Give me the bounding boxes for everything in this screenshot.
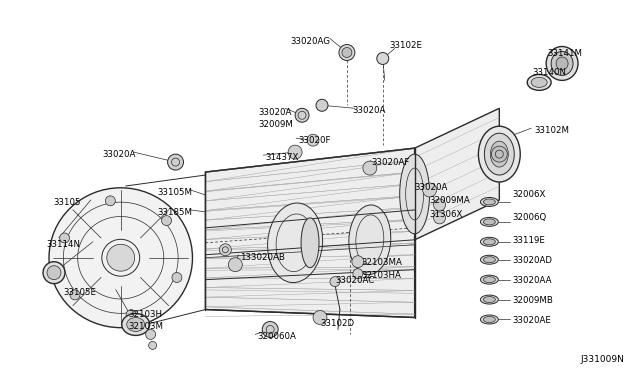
Text: 33140N: 33140N: [532, 68, 566, 77]
Circle shape: [262, 321, 278, 337]
Text: 33105M: 33105M: [157, 188, 193, 197]
Text: 33020AD: 33020AD: [512, 256, 552, 265]
Text: 33020F: 33020F: [298, 136, 331, 145]
Circle shape: [172, 273, 182, 282]
Circle shape: [106, 196, 115, 206]
Ellipse shape: [481, 198, 499, 206]
Ellipse shape: [43, 262, 65, 283]
Ellipse shape: [483, 219, 495, 225]
Text: 32006Q: 32006Q: [512, 213, 547, 222]
Circle shape: [433, 199, 445, 211]
Text: 32103M: 32103M: [129, 323, 164, 331]
Text: 33102E: 33102E: [390, 41, 423, 49]
Text: 33020AA: 33020AA: [512, 276, 552, 285]
Text: 31437X: 31437X: [265, 153, 299, 162]
Ellipse shape: [107, 244, 134, 271]
Text: 31306X: 31306X: [429, 210, 463, 219]
Ellipse shape: [546, 46, 578, 80]
Text: 33020A: 33020A: [353, 106, 387, 115]
Text: 133020AB: 133020AB: [240, 253, 285, 262]
Circle shape: [422, 183, 436, 197]
Ellipse shape: [551, 51, 573, 76]
Text: 32009M: 32009M: [258, 120, 293, 129]
Polygon shape: [415, 108, 499, 240]
Circle shape: [288, 145, 302, 159]
Text: 33102M: 33102M: [534, 126, 569, 135]
Ellipse shape: [127, 318, 145, 331]
Ellipse shape: [483, 296, 495, 302]
Circle shape: [148, 341, 157, 349]
Text: 33185M: 33185M: [157, 208, 193, 217]
Ellipse shape: [483, 239, 495, 245]
Text: 33119E: 33119E: [512, 236, 545, 245]
Ellipse shape: [49, 188, 193, 328]
Text: 32006X: 32006X: [512, 190, 546, 199]
Ellipse shape: [301, 218, 319, 268]
Ellipse shape: [47, 266, 61, 280]
Ellipse shape: [481, 217, 499, 226]
Ellipse shape: [481, 255, 499, 264]
Ellipse shape: [268, 203, 323, 283]
Circle shape: [330, 277, 340, 286]
Circle shape: [313, 311, 327, 324]
Circle shape: [168, 154, 184, 170]
Circle shape: [353, 269, 363, 279]
Circle shape: [433, 212, 445, 224]
Ellipse shape: [483, 199, 495, 205]
Circle shape: [339, 45, 355, 61]
Text: 32103MA: 32103MA: [362, 258, 403, 267]
Ellipse shape: [483, 257, 495, 263]
Circle shape: [316, 99, 328, 111]
Text: 33020AE: 33020AE: [512, 315, 551, 324]
Ellipse shape: [483, 317, 495, 323]
Text: 33102D: 33102D: [320, 320, 354, 328]
Ellipse shape: [483, 277, 495, 283]
Ellipse shape: [481, 315, 499, 324]
Text: 33020A: 33020A: [102, 150, 136, 159]
Ellipse shape: [490, 141, 508, 167]
Circle shape: [307, 134, 319, 146]
Text: 33020A: 33020A: [258, 108, 292, 117]
Circle shape: [363, 161, 377, 175]
Ellipse shape: [122, 314, 150, 336]
Ellipse shape: [479, 126, 520, 182]
Text: 32103H: 32103H: [129, 310, 163, 318]
Text: 32009MB: 32009MB: [512, 296, 553, 305]
Ellipse shape: [531, 77, 547, 87]
Ellipse shape: [527, 74, 551, 90]
Ellipse shape: [556, 57, 568, 70]
Circle shape: [492, 146, 508, 162]
Text: 320060A: 320060A: [257, 333, 296, 341]
Ellipse shape: [481, 275, 499, 284]
Circle shape: [352, 256, 364, 268]
Circle shape: [161, 216, 172, 225]
Circle shape: [342, 48, 352, 58]
Text: 33114N: 33114N: [46, 240, 80, 249]
Circle shape: [70, 290, 80, 300]
Circle shape: [220, 244, 231, 256]
Text: 32009MA: 32009MA: [429, 196, 470, 205]
Text: 33020A: 33020A: [415, 183, 448, 192]
Circle shape: [126, 310, 136, 320]
Circle shape: [295, 108, 309, 122]
Text: 33020AF: 33020AF: [372, 158, 410, 167]
Ellipse shape: [481, 237, 499, 246]
Circle shape: [60, 233, 70, 243]
Circle shape: [228, 258, 243, 272]
Ellipse shape: [400, 154, 429, 234]
Text: J331009N: J331009N: [580, 355, 624, 364]
Text: 33105: 33105: [53, 198, 81, 207]
Text: 33141M: 33141M: [547, 48, 582, 58]
Text: 32103HA: 32103HA: [362, 271, 402, 280]
Text: 33020AC: 33020AC: [335, 276, 374, 285]
Ellipse shape: [484, 133, 515, 175]
Polygon shape: [205, 148, 415, 318]
Text: 33020AG: 33020AG: [290, 36, 330, 45]
Text: 33105E: 33105E: [63, 288, 96, 296]
Circle shape: [146, 330, 156, 339]
Ellipse shape: [481, 295, 499, 304]
Ellipse shape: [349, 205, 391, 275]
Circle shape: [377, 52, 388, 64]
